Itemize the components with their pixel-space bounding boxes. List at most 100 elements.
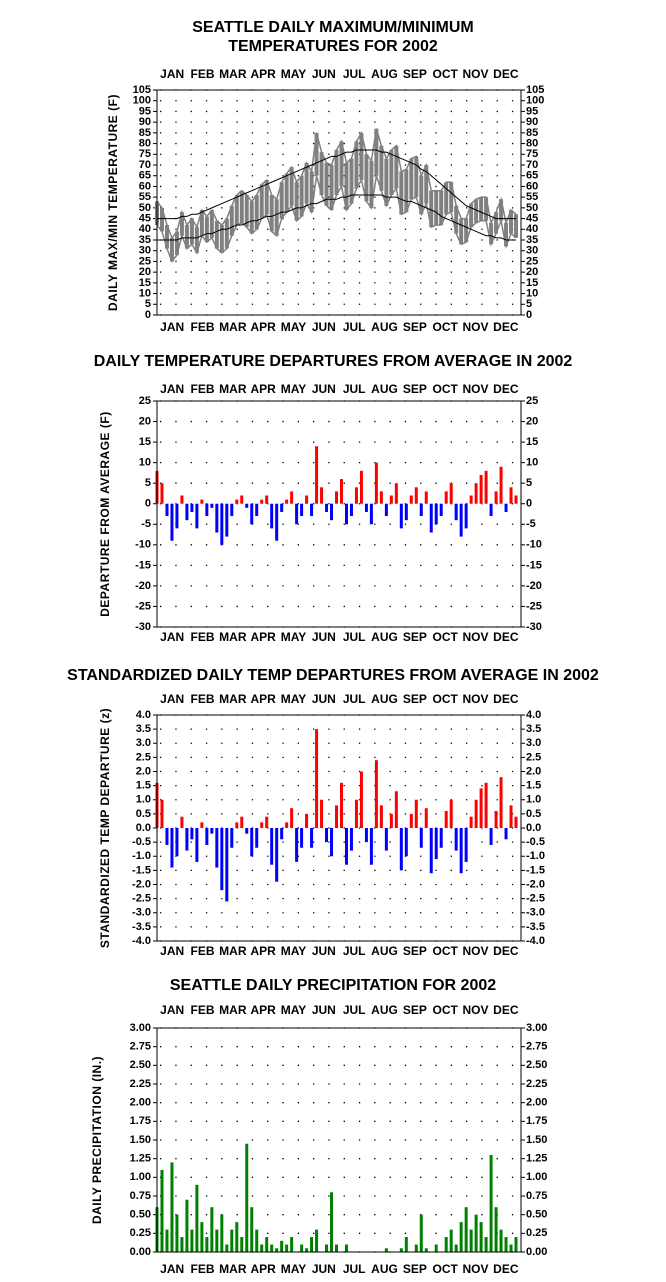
month-label-bottom: OCT <box>432 320 458 334</box>
y-tick-label-left: 0 <box>145 498 151 510</box>
month-label-top: JUL <box>343 1003 366 1017</box>
bar <box>339 782 343 828</box>
y-tick-label-right: 90 <box>526 116 538 128</box>
bar <box>424 808 428 828</box>
y-tick-label-right: -0.5 <box>526 836 545 848</box>
bar <box>250 503 254 525</box>
y-tick-label-right: 1.00 <box>526 1171 547 1183</box>
bar <box>484 782 488 828</box>
y-tick-label-left: 1.0 <box>136 794 151 806</box>
bar <box>379 491 383 504</box>
bar <box>170 503 174 541</box>
bar <box>305 1248 309 1252</box>
month-label-bottom: APR <box>250 944 276 958</box>
bar <box>160 1169 164 1252</box>
bar <box>265 1237 269 1252</box>
bar <box>290 491 294 504</box>
bar <box>225 1244 229 1252</box>
bar <box>315 729 319 828</box>
bar <box>300 828 304 848</box>
bar <box>230 828 234 848</box>
bar <box>285 499 289 504</box>
month-label-bottom: APR <box>250 320 276 334</box>
month-label-top: MAR <box>219 1003 247 1017</box>
y-tick-label-right: 2.5 <box>526 751 541 763</box>
bar <box>275 503 279 541</box>
month-label-top: JUN <box>312 382 336 396</box>
month-label-bottom: JUL <box>343 944 366 958</box>
daily-outline <box>156 128 517 240</box>
month-label-bottom: NOV <box>462 630 488 644</box>
bar <box>225 503 229 537</box>
y-tick-label-left: 85 <box>139 127 151 139</box>
y-tick-label-left: 30 <box>139 245 151 257</box>
y-tick-label-right: 5 <box>526 298 532 310</box>
bar <box>379 805 383 828</box>
bar <box>489 1154 493 1252</box>
bar <box>190 828 194 840</box>
month-label-top: JAN <box>160 67 184 81</box>
bar <box>175 828 179 857</box>
y-tick-label-right: 10 <box>526 287 538 299</box>
y-tick-label-left: 95 <box>139 105 151 117</box>
y-tick-label-right: 100 <box>526 95 544 107</box>
y-tick-label-left: -3.5 <box>132 921 151 933</box>
bar <box>494 491 498 504</box>
bar <box>230 503 234 517</box>
bar <box>195 503 199 529</box>
month-label-bottom: JAN <box>160 1262 184 1276</box>
y-tick-label-right: -3.0 <box>526 907 545 919</box>
bar <box>250 1207 254 1252</box>
month-label-top: NOV <box>462 382 488 396</box>
bar <box>195 1184 199 1252</box>
y-tick-label-right: -10 <box>526 539 542 551</box>
bar <box>494 1207 498 1252</box>
month-label-top: OCT <box>432 67 458 81</box>
bar <box>429 503 433 533</box>
bar <box>449 483 453 504</box>
month-label-bottom: MAR <box>219 1262 247 1276</box>
bar <box>170 1162 174 1252</box>
bar <box>504 503 508 512</box>
chart-title: DAILY TEMPERATURE DEPARTURES FROM AVERAG… <box>94 353 573 370</box>
y-tick-label-left: 0.5 <box>136 808 151 820</box>
bar <box>190 503 194 512</box>
bar <box>335 491 339 504</box>
month-label-bottom: DEC <box>493 1262 519 1276</box>
bar <box>489 503 493 517</box>
bar <box>424 1248 428 1252</box>
bar <box>240 495 244 504</box>
month-label-top: DEC <box>493 692 519 706</box>
bar <box>290 808 294 828</box>
month-label-top: MAY <box>281 1003 307 1017</box>
month-label-bottom: OCT <box>432 944 458 958</box>
y-tick-label-left: 50 <box>139 202 151 214</box>
y-tick-label-right: -2.0 <box>526 878 545 890</box>
bar <box>514 816 518 828</box>
month-label-top: OCT <box>432 692 458 706</box>
bar <box>464 828 468 862</box>
month-label-top: SEP <box>403 382 427 396</box>
y-tick-label-left: 2.00 <box>130 1097 151 1109</box>
y-tick-label-right: 105 <box>526 84 544 96</box>
bar <box>449 1229 453 1252</box>
bar <box>454 1244 458 1252</box>
bar <box>444 491 448 504</box>
bar <box>469 495 473 504</box>
bar <box>175 503 179 529</box>
month-label-top: AUG <box>371 1003 398 1017</box>
y-tick-label-left: -4.0 <box>132 935 151 947</box>
bar <box>359 470 363 504</box>
month-label-top: SEP <box>403 692 427 706</box>
bar <box>399 503 403 529</box>
y-tick-label-left: -15 <box>135 559 151 571</box>
month-label-top: NOV <box>462 67 488 81</box>
bar <box>454 503 458 521</box>
y-axis-label: DEPARTURE FROM AVERAGE (F) <box>98 411 112 616</box>
bar <box>220 503 224 545</box>
y-tick-label-right: 65 <box>526 170 538 182</box>
month-label-bottom: MAY <box>281 944 307 958</box>
bar <box>245 1143 249 1252</box>
month-label-bottom: MAY <box>281 630 307 644</box>
y-tick-label-left: 90 <box>139 116 151 128</box>
